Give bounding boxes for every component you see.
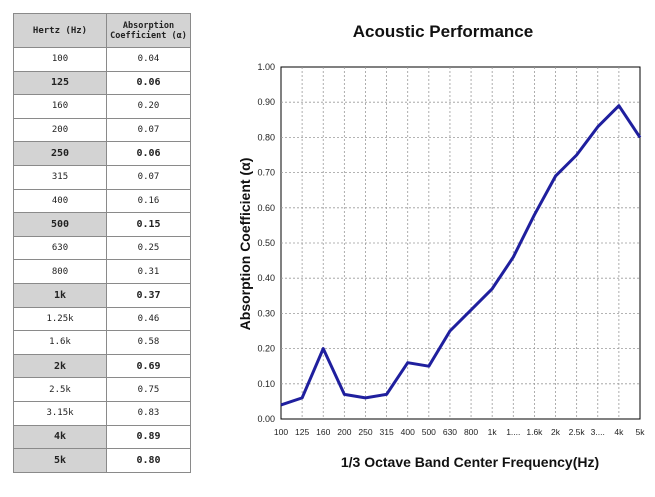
cell-coefficient: 0.69 <box>106 353 191 379</box>
x-tick-label: 160 <box>316 427 330 437</box>
cell-hertz: 160 <box>13 94 107 119</box>
table-row: 200 0.07 <box>13 117 191 143</box>
cell-hertz: 400 <box>13 188 107 214</box>
cell-hertz: 125 <box>13 70 107 96</box>
acoustic-performance-chart: Acoustic Performance 0.00 0.10 0.20 0.30 0.4… <box>237 22 645 470</box>
table-row: 1k 0.37 <box>13 282 191 308</box>
cell-coefficient: 0.80 <box>106 448 191 473</box>
x-tick-label: 500 <box>422 427 436 437</box>
cell-hertz: 800 <box>13 259 107 284</box>
table-header-row: Hertz (Hz) Absorption Coefficient (α) <box>13 13 191 48</box>
table-row: 5k 0.80 <box>13 448 191 473</box>
cell-coefficient: 0.06 <box>106 70 191 96</box>
x-tick-label: 630 <box>443 427 457 437</box>
x-tick-label: 800 <box>464 427 478 437</box>
x-tick-label: 125 <box>295 427 309 437</box>
cell-hertz: 630 <box>13 235 107 261</box>
cell-coefficient: 0.89 <box>106 424 191 450</box>
y-tick-label: 0.30 <box>257 308 275 318</box>
cell-coefficient: 0.83 <box>106 400 191 426</box>
cell-hertz: 1.6k <box>13 330 107 355</box>
cell-hertz: 2k <box>13 353 107 379</box>
x-tick-label: 4k <box>614 427 624 437</box>
cell-hertz: 5k <box>13 448 107 473</box>
table-row: 2.5k 0.75 <box>13 377 191 402</box>
cell-coefficient: 0.37 <box>106 282 191 308</box>
table-row: 630 0.25 <box>13 235 191 261</box>
x-tick-label: 5k <box>636 427 646 437</box>
y-tick-label: 0.60 <box>257 203 275 213</box>
table-row: 1.25k 0.46 <box>13 306 191 332</box>
table-row: 3.15k 0.83 <box>13 400 191 426</box>
cell-coefficient: 0.46 <box>106 306 191 332</box>
cell-coefficient: 0.75 <box>106 377 191 402</box>
grid-lines <box>281 67 640 419</box>
cell-coefficient: 0.07 <box>106 164 191 190</box>
cell-coefficient: 0.15 <box>106 212 191 237</box>
plot-area <box>280 66 641 420</box>
table-row: 160 0.20 <box>13 94 191 119</box>
table-row: 2k 0.69 <box>13 353 191 379</box>
cell-hertz: 1k <box>13 282 107 308</box>
y-tick-label: 0.70 <box>257 168 275 178</box>
cell-coefficient: 0.07 <box>106 117 191 143</box>
x-tick-label: 3.... <box>591 427 605 437</box>
cell-hertz: 250 <box>13 141 107 166</box>
y-tick-label: 0.90 <box>257 97 275 107</box>
cell-hertz: 1.25k <box>13 306 107 332</box>
cell-hertz: 100 <box>13 47 107 72</box>
x-tick-label: 1.6k <box>526 427 543 437</box>
header-absorption-coefficient: Absorption Coefficient (α) <box>106 13 191 48</box>
x-tick-label: 2k <box>551 427 561 437</box>
y-tick-label: 0.00 <box>257 414 275 424</box>
x-tick-label: 100 <box>274 427 288 437</box>
table-row: 250 0.06 <box>13 141 191 166</box>
chart-title: Acoustic Performance <box>353 22 533 41</box>
cell-coefficient: 0.31 <box>106 259 191 284</box>
cell-coefficient: 0.58 <box>106 330 191 355</box>
header-hertz: Hertz (Hz) <box>13 13 107 48</box>
series-layer <box>280 104 642 407</box>
table-row: 500 0.15 <box>13 212 191 237</box>
x-tick-label: 1k <box>488 427 498 437</box>
cell-coefficient: 0.04 <box>106 47 191 72</box>
y-tick-label: 0.80 <box>257 132 275 142</box>
series-line <box>280 104 642 407</box>
table-row: 4k 0.89 <box>13 424 191 450</box>
cell-hertz: 500 <box>13 212 107 237</box>
y-tick-label: 0.20 <box>257 344 275 354</box>
x-tick-labels: 100 125 160 200 250 315 400 500 630 800 1k 1.... 1.6… <box>274 427 645 437</box>
x-tick-label: 250 <box>358 427 372 437</box>
table-row: 1.6k 0.58 <box>13 330 191 355</box>
y-tick-labels: 0.00 0.10 0.20 0.30 0.40 0.50 0.60 0.70 0.80 0.90… <box>257 62 275 424</box>
cell-hertz: 4k <box>13 424 107 450</box>
x-axis-label: 1/3 Octave Band Center Frequency(Hz) <box>341 454 599 470</box>
y-tick-label: 0.40 <box>257 273 275 283</box>
x-tick-label: 400 <box>401 427 415 437</box>
y-tick-label: 0.50 <box>257 238 275 248</box>
cell-coefficient: 0.25 <box>106 235 191 261</box>
cell-hertz: 315 <box>13 164 107 190</box>
table-row: 800 0.31 <box>13 259 191 284</box>
y-tick-label: 1.00 <box>257 62 275 72</box>
table-row: 315 0.07 <box>13 164 191 190</box>
cell-hertz: 3.15k <box>13 400 107 426</box>
y-tick-label: 0.10 <box>257 379 275 389</box>
table-row: 400 0.16 <box>13 188 191 214</box>
x-tick-label: 2.5k <box>569 427 586 437</box>
table-row: 100 0.04 <box>13 47 191 72</box>
x-tick-label: 1.... <box>506 427 520 437</box>
y-axis-label: Absorption Coefficient (α) <box>237 158 253 331</box>
table-body: 100 0.04 125 0.06 160 0.20 200 0.07 250 0.06 315 0.… <box>13 47 191 473</box>
table-row: 125 0.06 <box>13 70 191 96</box>
cell-hertz: 200 <box>13 117 107 143</box>
x-tick-label: 200 <box>337 427 351 437</box>
cell-coefficient: 0.06 <box>106 141 191 166</box>
x-tick-label: 315 <box>379 427 393 437</box>
cell-coefficient: 0.20 <box>106 94 191 119</box>
cell-hertz: 2.5k <box>13 377 107 402</box>
cell-coefficient: 0.16 <box>106 188 191 214</box>
absorption-table: Hertz (Hz) Absorption Coefficient (α) 10… <box>13 13 191 473</box>
